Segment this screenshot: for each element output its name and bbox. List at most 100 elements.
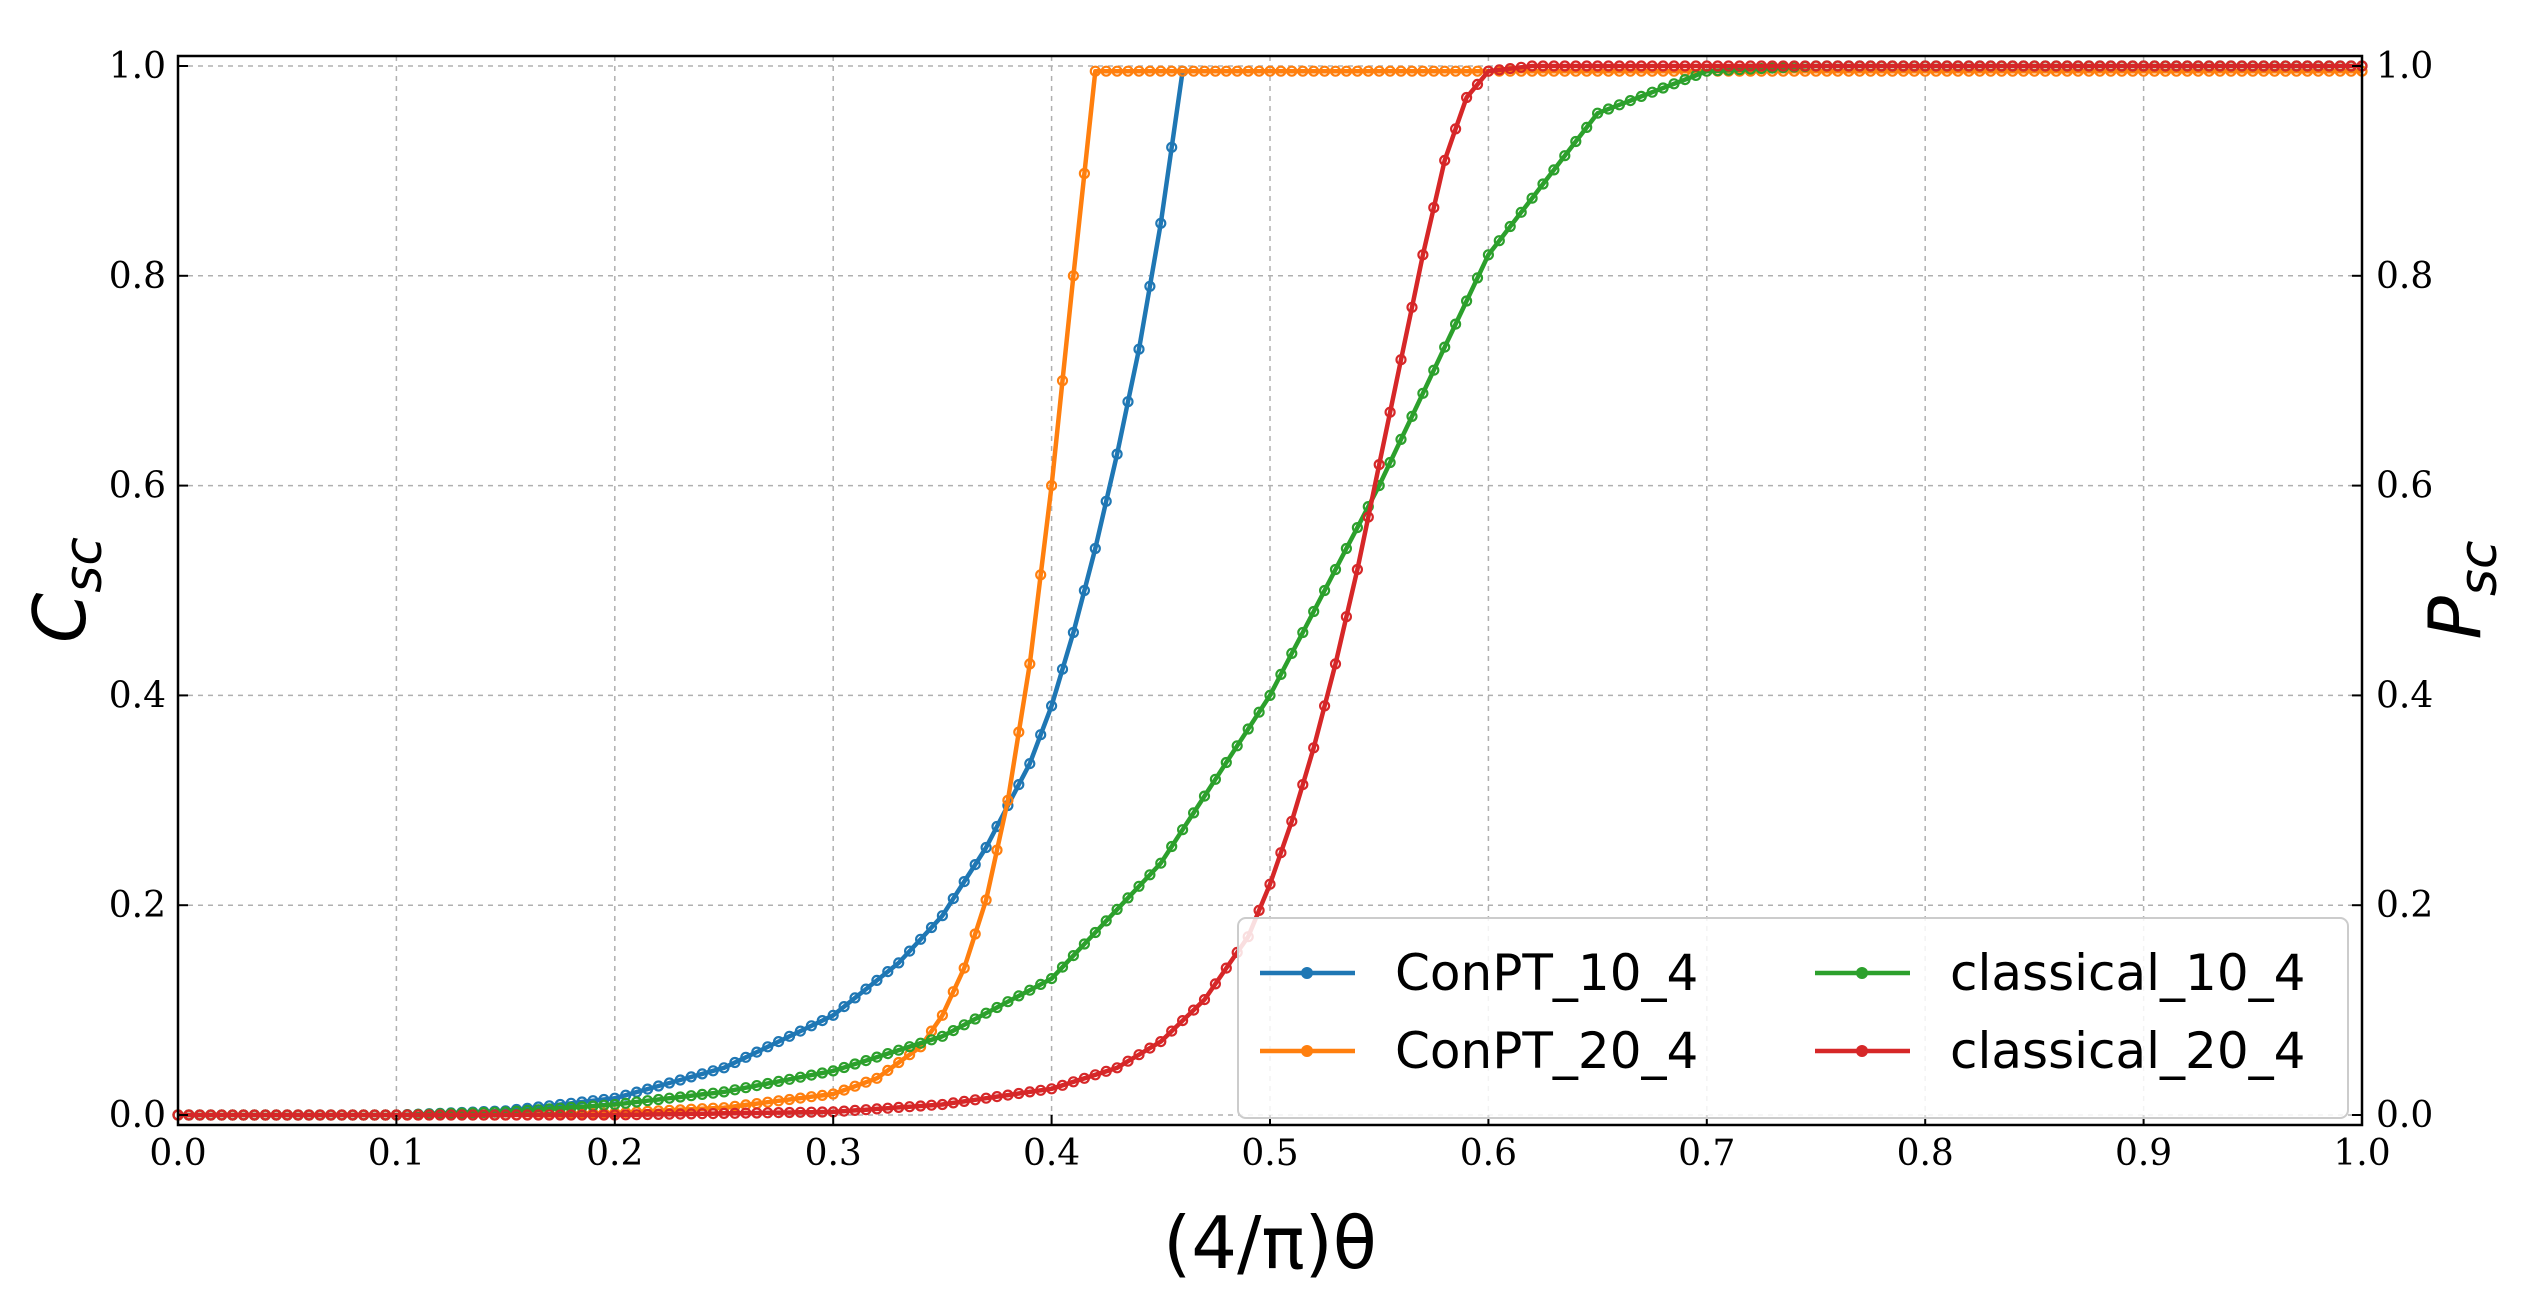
y-tick-label-left: 0.4 — [109, 675, 166, 716]
data-point — [1930, 60, 1942, 72]
data-point — [303, 1109, 315, 1121]
data-point — [1308, 742, 1320, 754]
data-point — [1537, 178, 1549, 190]
data-point — [1449, 123, 1462, 135]
data-point — [1024, 1086, 1036, 1098]
data-point — [1275, 847, 1287, 859]
data-point — [685, 1090, 697, 1102]
series-line — [178, 70, 1185, 1118]
data-point — [925, 1099, 938, 1111]
data-point — [1657, 60, 1669, 72]
data-point — [1078, 584, 1091, 597]
data-point — [1646, 86, 1658, 98]
data-point — [762, 1041, 774, 1053]
data-point — [1089, 65, 1101, 77]
data-point — [991, 844, 1003, 856]
data-point — [205, 1109, 217, 1121]
data-point — [576, 1109, 588, 1121]
data-point — [805, 1069, 818, 1081]
data-point — [401, 1109, 413, 1121]
data-point — [2127, 60, 2139, 72]
data-point — [1133, 880, 1145, 892]
data-point — [1919, 60, 1931, 72]
data-point — [2269, 60, 2281, 72]
data-point — [641, 1095, 654, 1107]
data-point — [325, 1109, 337, 1121]
data-point — [1635, 90, 1647, 103]
data-point — [2334, 60, 2346, 72]
data-point — [2280, 60, 2292, 72]
data-point — [729, 1100, 741, 1112]
data-point — [1002, 1089, 1014, 1101]
data-point — [2181, 60, 2193, 72]
data-point — [1395, 354, 1407, 366]
data-point — [1864, 60, 1877, 72]
data-point — [1471, 65, 1484, 77]
data-point — [532, 1109, 545, 1121]
data-point — [1024, 658, 1036, 670]
data-point — [860, 1054, 872, 1067]
data-point — [1035, 569, 1047, 581]
data-point — [1286, 815, 1298, 827]
data-point — [1056, 961, 1069, 973]
data-point — [1111, 448, 1123, 460]
data-point — [1078, 167, 1091, 180]
data-point — [1722, 60, 1735, 72]
data-point — [2247, 60, 2259, 72]
data-point — [936, 910, 949, 922]
data-point — [1679, 73, 1691, 86]
data-point — [2312, 60, 2324, 72]
data-point — [1766, 60, 1778, 72]
data-point — [969, 1013, 981, 1025]
data-point — [1974, 60, 1986, 72]
data-point — [1460, 295, 1473, 307]
data-point — [849, 1080, 861, 1092]
data-point — [1111, 903, 1123, 916]
data-point — [1624, 60, 1637, 72]
data-point — [1733, 60, 1746, 72]
data-point — [641, 1108, 654, 1121]
data-point — [1373, 459, 1385, 471]
data-point — [1854, 60, 1866, 72]
data-point — [1067, 270, 1080, 282]
legend-label: ConPT_10_4 — [1395, 944, 1698, 1002]
data-point — [1362, 511, 1374, 523]
data-point — [685, 1108, 697, 1120]
data-point — [1318, 65, 1331, 77]
data-point — [1144, 280, 1156, 292]
data-point — [663, 1077, 676, 1089]
data-point — [1024, 984, 1036, 996]
data-point — [1187, 807, 1200, 819]
data-point — [903, 945, 916, 957]
data-point — [991, 1001, 1003, 1014]
data-point — [674, 1108, 686, 1120]
data-point — [1559, 60, 1571, 72]
data-point — [914, 1100, 927, 1112]
data-point — [1602, 60, 1615, 72]
data-point — [718, 1107, 730, 1120]
data-point — [1646, 60, 1658, 72]
data-point — [827, 1065, 839, 1077]
data-point — [1035, 729, 1047, 741]
data-point — [1602, 103, 1615, 115]
data-point — [980, 1092, 992, 1104]
data-point — [1526, 60, 1538, 72]
data-point — [652, 1080, 665, 1092]
data-point — [674, 1074, 686, 1086]
x-tick-label: 1.0 — [2333, 1133, 2390, 1174]
data-point — [849, 1104, 861, 1117]
data-point — [1286, 647, 1298, 660]
data-point — [958, 1019, 970, 1031]
data-point — [1220, 65, 1232, 77]
data-point — [860, 983, 872, 995]
data-point — [849, 992, 861, 1004]
data-point — [1133, 65, 1145, 77]
data-point — [2203, 60, 2215, 72]
data-point — [565, 1109, 577, 1121]
data-point — [1067, 626, 1080, 639]
data-point — [783, 1030, 796, 1042]
data-point — [1515, 61, 1527, 73]
data-point — [762, 1096, 774, 1108]
data-point — [740, 1107, 752, 1119]
data-point — [1548, 164, 1560, 176]
